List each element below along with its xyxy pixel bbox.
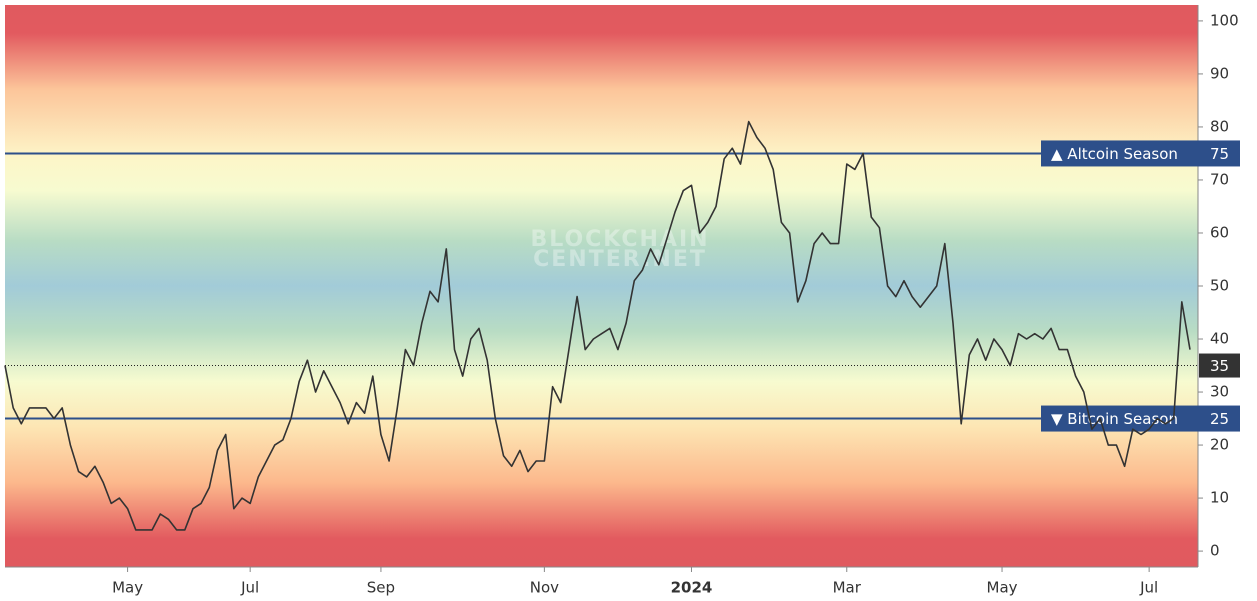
y-tick-label: 60 — [1210, 223, 1229, 241]
x-tick-label: May — [987, 579, 1018, 597]
x-tick-label: 2024 — [671, 579, 713, 597]
x-tick-label: May — [112, 579, 143, 597]
current-value-label: 35 — [1210, 357, 1229, 375]
threshold-label: ▲ Altcoin Season — [1051, 145, 1178, 163]
watermark: CENTER.NET — [533, 247, 707, 272]
y-tick-label: 40 — [1210, 330, 1229, 348]
y-tick-label: 80 — [1210, 117, 1229, 135]
y-tick-label: 20 — [1210, 436, 1229, 454]
x-tick-label: Sep — [367, 579, 395, 597]
threshold-label: ▼ Bitcoin Season — [1051, 410, 1178, 428]
data-line — [4, 120, 1191, 531]
y-tick-label: 50 — [1210, 277, 1229, 295]
y-tick-label: 0 — [1210, 542, 1220, 560]
y-tick-label: 30 — [1210, 383, 1229, 401]
threshold-value: 25 — [1210, 410, 1229, 428]
watermark: BLOCKCHAIN — [530, 227, 709, 252]
y-tick-label: 10 — [1210, 489, 1229, 507]
y-tick-label: 100 — [1210, 11, 1239, 29]
background — [5, 5, 1198, 567]
threshold-badge — [1041, 140, 1240, 167]
threshold-badge — [1041, 405, 1240, 432]
y-tick-label: 90 — [1210, 64, 1229, 82]
y-tick-label: 70 — [1210, 170, 1229, 188]
threshold-value: 75 — [1210, 145, 1229, 163]
x-tick-label: Nov — [530, 579, 559, 597]
x-tick-label: Jul — [240, 579, 259, 597]
x-tick-label: Mar — [833, 579, 862, 597]
current-value-badge — [1199, 353, 1240, 378]
x-tick-label: Jul — [1139, 579, 1158, 597]
